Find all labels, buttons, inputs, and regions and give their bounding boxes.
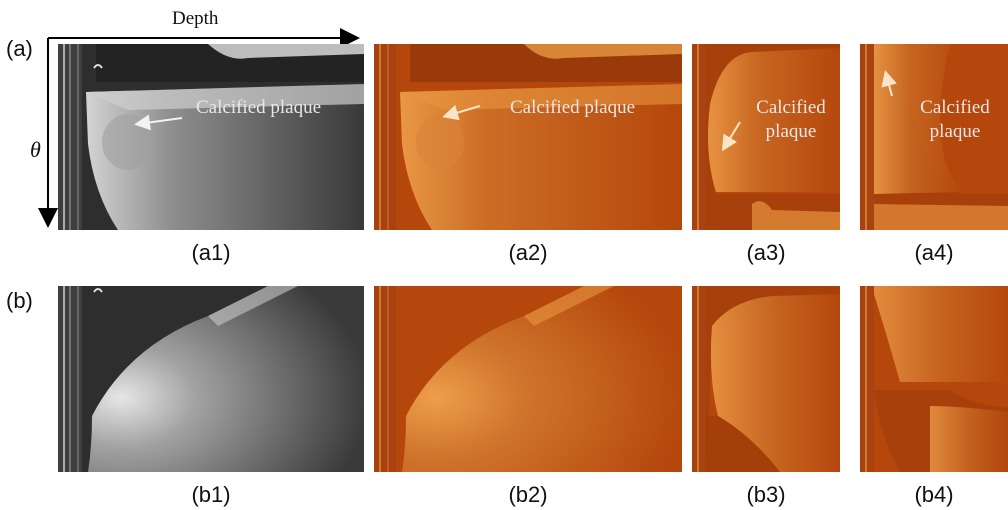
axes-arrows xyxy=(38,28,360,228)
caption-a3: (a3) xyxy=(746,240,786,265)
caption-a1: (a1) xyxy=(191,240,231,265)
caption-b3: (b3) xyxy=(746,482,786,507)
annotation-a3: Calcified plaque xyxy=(746,96,836,144)
image-panel-b2 xyxy=(374,286,682,472)
annotation-a2: Calcified plaque xyxy=(510,97,636,118)
caption-b1: (b1) xyxy=(191,482,231,507)
annotation-a3-line1: Calcified xyxy=(756,97,826,118)
caption-a2: (a2) xyxy=(508,240,548,265)
image-panel-a2: Calcified plaque xyxy=(374,44,682,230)
depth-axis-label: Depth xyxy=(172,8,219,29)
image-panel-b4 xyxy=(860,286,1008,472)
image-panel-b1 xyxy=(58,286,364,472)
caption-b4: (b4) xyxy=(914,482,954,507)
image-panel-a4: Calcified plaque xyxy=(860,44,1008,230)
image-panel-b3 xyxy=(692,286,840,472)
image-panel-a1: Calcified plaque xyxy=(58,44,364,230)
row-label-a: (a) xyxy=(6,36,33,61)
caption-a4: (a4) xyxy=(914,240,954,265)
annotation-a3-line2: plaque xyxy=(765,121,817,142)
row-label-b: (b) xyxy=(6,288,33,313)
annotation-a1: Calcified plaque xyxy=(196,97,322,118)
annotation-a4-line1: Calcified xyxy=(920,97,990,118)
annotation-a4-line2: plaque xyxy=(929,121,981,142)
image-panel-a3: Calcified plaque xyxy=(692,44,840,230)
annotation-a4: Calcified plaque xyxy=(910,96,1000,144)
theta-axis-label: θ xyxy=(30,137,41,162)
caption-b2: (b2) xyxy=(508,482,548,507)
